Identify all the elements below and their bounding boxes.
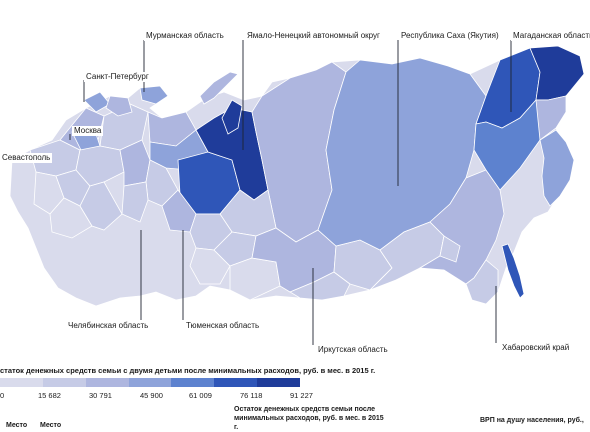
label-sakha: Республика Саха (Якутия) bbox=[399, 31, 501, 41]
table-col-place-2: Место bbox=[40, 422, 62, 429]
region-primorye bbox=[465, 259, 499, 305]
legend-tick-2: 30 791 bbox=[89, 391, 112, 400]
table-col-grp: ВРП на душу населения, руб., bbox=[480, 417, 584, 424]
label-spb: Санкт-Петербург bbox=[84, 72, 151, 82]
region-karelia bbox=[105, 95, 133, 117]
region-chelyabinsk bbox=[121, 181, 149, 223]
legend-swatch-1 bbox=[42, 378, 86, 387]
region-buryatia bbox=[289, 271, 351, 301]
legend-swatch-6 bbox=[257, 378, 301, 387]
legend-tick-6: 91 227 bbox=[290, 391, 313, 400]
label-tyumen: Тюменская область bbox=[184, 321, 262, 331]
label-murmansk: Мурманская область bbox=[144, 31, 226, 41]
novaya-zemlya bbox=[199, 71, 239, 105]
region-yamal-peninsula bbox=[221, 99, 243, 135]
region-volga-1 bbox=[75, 145, 125, 187]
legend-swatch-5 bbox=[214, 378, 258, 387]
label-moscow: Москва bbox=[72, 126, 104, 136]
label-magadan: Магаданская область bbox=[511, 31, 590, 41]
label-sevastopol: Севастополь bbox=[0, 153, 53, 163]
legend-swatch-3 bbox=[128, 378, 172, 387]
label-yamalo: Ямало-Ненецкий автономный округ bbox=[245, 31, 382, 41]
region-jewish-ao bbox=[439, 235, 461, 263]
legend-tick-1: 15 682 bbox=[38, 391, 61, 400]
label-irkutsk: Иркутская область bbox=[316, 345, 390, 355]
legend-color-scale bbox=[0, 378, 301, 387]
sakhalin-island bbox=[501, 243, 525, 299]
label-chelyabinsk: Челябинская область bbox=[66, 321, 151, 331]
legend-swatch-0 bbox=[0, 378, 43, 387]
region-south-4 bbox=[79, 181, 123, 231]
legend-title: статок денежных средств семьи с двумя де… bbox=[0, 366, 376, 375]
legend-tick-4: 61 009 bbox=[189, 391, 212, 400]
legend-tick-3: 45 900 bbox=[140, 391, 163, 400]
legend-tick-0: 0 bbox=[0, 391, 5, 400]
region-koryak bbox=[535, 95, 567, 141]
legend-swatch-4 bbox=[171, 378, 215, 387]
legend-swatch-2 bbox=[85, 378, 129, 387]
table-col-remainder: Остаток денежных средств семьи после мин… bbox=[234, 406, 384, 431]
legend-tick-5: 76 118 bbox=[240, 391, 263, 400]
table-col-place-1: Место bbox=[6, 422, 28, 429]
region-murmansk bbox=[139, 85, 169, 105]
label-khabarovsk: Хабаровский край bbox=[500, 343, 572, 353]
kamchatka-peninsula bbox=[539, 129, 575, 207]
